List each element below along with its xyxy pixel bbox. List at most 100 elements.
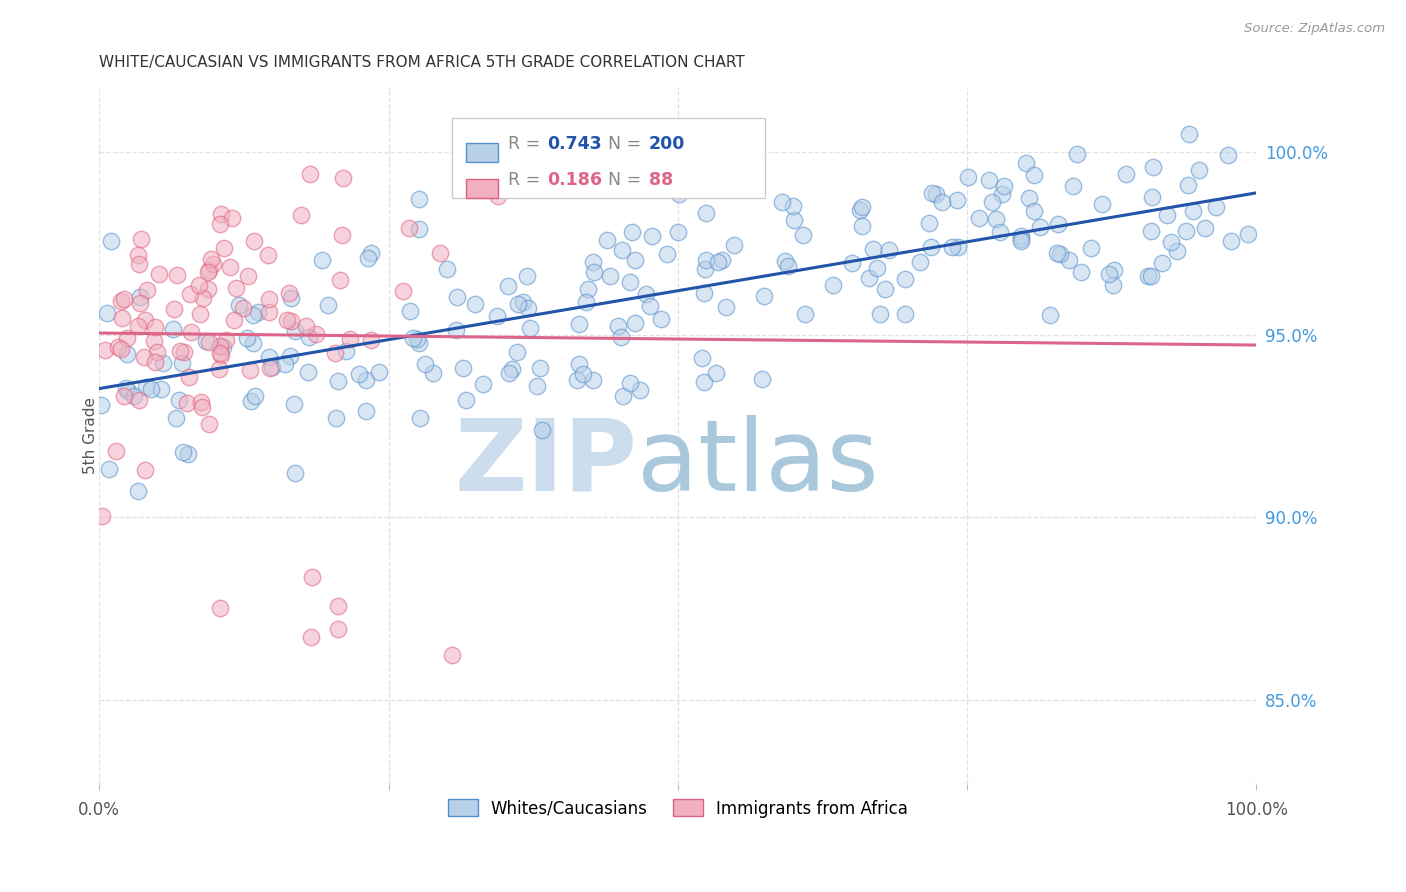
Point bbox=[200, 252, 222, 266]
Point bbox=[695, 252, 717, 267]
Point bbox=[782, 198, 804, 212]
Point bbox=[232, 301, 254, 315]
Point bbox=[792, 227, 814, 242]
Bar bbox=[465, 179, 499, 199]
Point bbox=[980, 195, 1002, 210]
Point bbox=[225, 281, 247, 295]
Point bbox=[471, 377, 494, 392]
Point bbox=[100, 234, 122, 248]
Point bbox=[93, 343, 115, 358]
Point bbox=[212, 241, 235, 255]
Point bbox=[135, 283, 157, 297]
Point bbox=[243, 234, 266, 248]
Point bbox=[131, 232, 153, 246]
Point bbox=[993, 179, 1015, 194]
Point bbox=[112, 292, 135, 306]
Point bbox=[297, 365, 319, 379]
Point bbox=[1178, 127, 1201, 141]
Point bbox=[298, 329, 321, 343]
Point bbox=[283, 397, 305, 411]
Point bbox=[104, 443, 127, 458]
Point bbox=[446, 290, 468, 304]
Point bbox=[1156, 208, 1178, 222]
Point bbox=[143, 334, 166, 348]
Point bbox=[582, 255, 605, 269]
Point bbox=[335, 344, 357, 359]
Point bbox=[1098, 267, 1121, 281]
Point bbox=[946, 194, 969, 208]
Text: 200: 200 bbox=[650, 135, 685, 153]
Point bbox=[360, 334, 382, 348]
Text: 0.743: 0.743 bbox=[547, 135, 602, 153]
Point bbox=[208, 362, 231, 376]
Point bbox=[1181, 204, 1204, 219]
Point bbox=[1010, 234, 1032, 248]
Point bbox=[191, 400, 214, 414]
Point bbox=[262, 360, 284, 375]
Point bbox=[582, 373, 605, 387]
Point bbox=[967, 211, 990, 225]
Point bbox=[129, 289, 152, 303]
Point bbox=[96, 306, 118, 320]
Point bbox=[1174, 224, 1197, 238]
Point bbox=[408, 335, 430, 350]
Point bbox=[209, 218, 232, 232]
Point bbox=[1101, 278, 1123, 293]
Point bbox=[1140, 268, 1163, 283]
Point bbox=[931, 194, 953, 209]
Point bbox=[862, 242, 884, 256]
Point bbox=[1140, 225, 1163, 239]
Point bbox=[215, 333, 238, 347]
Point bbox=[595, 233, 617, 247]
Point bbox=[1038, 308, 1060, 322]
Point bbox=[501, 361, 523, 376]
Point bbox=[280, 291, 302, 305]
Point bbox=[127, 318, 149, 333]
Point bbox=[134, 313, 156, 327]
Point bbox=[209, 601, 232, 615]
Point bbox=[941, 239, 963, 253]
Point bbox=[290, 208, 312, 222]
Point bbox=[568, 317, 591, 331]
Point bbox=[284, 467, 307, 481]
Point bbox=[90, 399, 112, 413]
Point bbox=[114, 389, 136, 403]
Point bbox=[1216, 148, 1239, 162]
Point bbox=[624, 316, 647, 330]
Point bbox=[328, 622, 350, 636]
Point bbox=[638, 299, 661, 313]
Y-axis label: 5th Grade: 5th Grade bbox=[83, 397, 98, 474]
Point bbox=[619, 376, 641, 391]
Point bbox=[793, 307, 815, 321]
Text: WHITE/CAUCASIAN VS IMMIGRANTS FROM AFRICA 5TH GRADE CORRELATION CHART: WHITE/CAUCASIAN VS IMMIGRANTS FROM AFRIC… bbox=[100, 55, 745, 70]
Point bbox=[451, 360, 474, 375]
Point bbox=[193, 291, 215, 305]
Point bbox=[127, 248, 149, 262]
Point bbox=[693, 262, 716, 277]
Point bbox=[1160, 235, 1182, 250]
Point bbox=[498, 366, 520, 380]
Point bbox=[354, 404, 377, 418]
Point bbox=[1219, 234, 1241, 248]
Point bbox=[222, 312, 245, 326]
Point bbox=[783, 212, 806, 227]
Point bbox=[259, 350, 281, 364]
Point bbox=[1062, 178, 1084, 193]
Point bbox=[115, 382, 138, 396]
Point bbox=[516, 301, 538, 315]
Point bbox=[190, 394, 212, 409]
Point bbox=[242, 336, 264, 351]
Point bbox=[1010, 229, 1032, 244]
Text: R =: R = bbox=[508, 135, 546, 153]
Point bbox=[169, 392, 191, 407]
Point bbox=[1046, 217, 1069, 231]
Point bbox=[176, 447, 198, 461]
Point bbox=[1010, 232, 1032, 246]
Point bbox=[858, 270, 880, 285]
Point bbox=[188, 307, 211, 321]
Text: Source: ZipAtlas.com: Source: ZipAtlas.com bbox=[1244, 22, 1385, 36]
Point bbox=[197, 282, 219, 296]
Point bbox=[180, 325, 202, 339]
Point bbox=[367, 366, 389, 380]
Point bbox=[409, 410, 432, 425]
